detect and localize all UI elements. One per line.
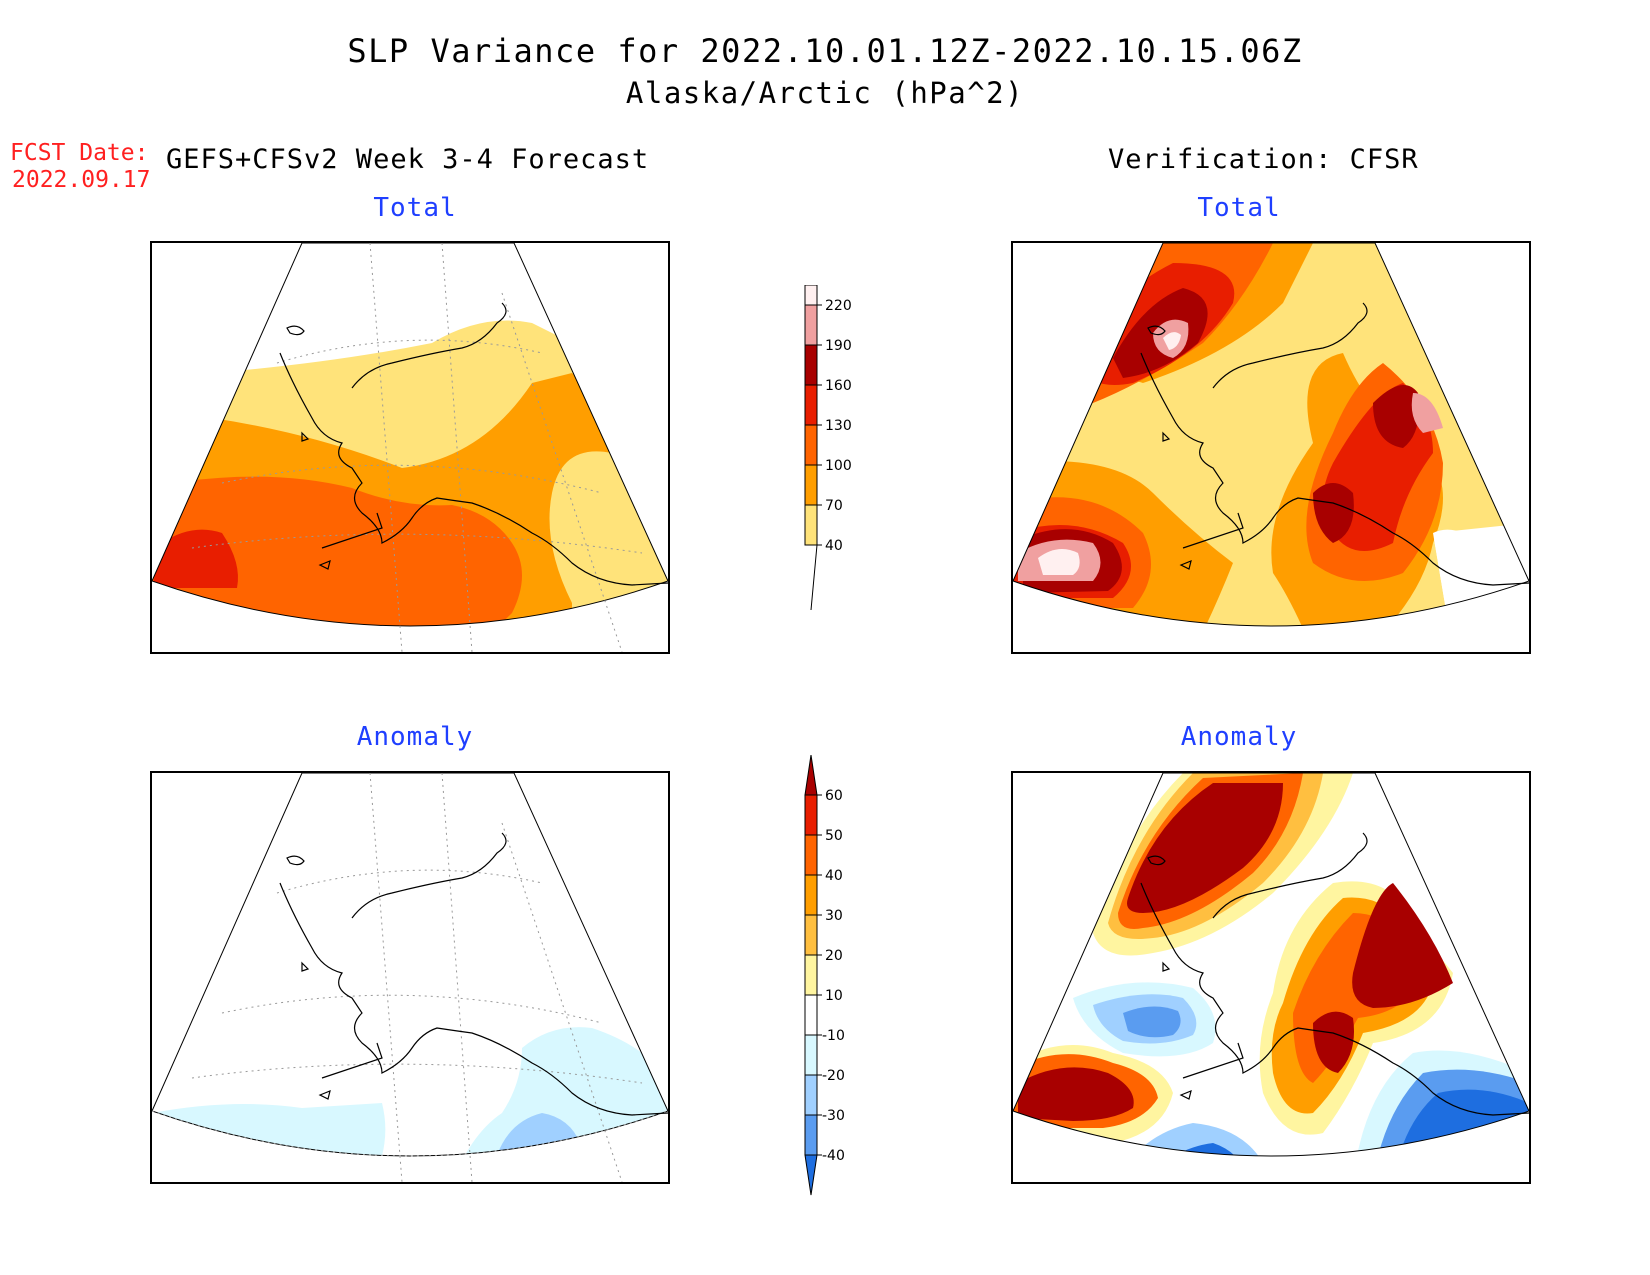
colorbar-swatch-20-30: [804, 914, 818, 956]
anomaly-above-60-region: [1127, 783, 1283, 913]
colorbar-swatch-40-50: [804, 834, 818, 876]
coastline: [1140, 302, 1529, 586]
colorbar-swatch-40-70: [804, 504, 818, 546]
colorbar-swatch-30-40: [804, 874, 818, 916]
anomaly-minus30-minus40-region: [1123, 1006, 1181, 1038]
colorbar-label-190: 190: [825, 338, 852, 354]
forecast-date-label: FCST Date:: [10, 140, 149, 166]
colorbar-upper-tip: [804, 754, 818, 796]
colorbar-label-130: 130: [825, 418, 852, 434]
colorbar-swatch-minus10-10: [804, 994, 818, 1036]
verification-column-title: Verification: CFSR: [1108, 144, 1419, 175]
map-boundary: [1013, 773, 1529, 1157]
colorbar-swatch-minus40-minus30: [804, 1114, 818, 1156]
forecast-date-value: 2022.09.17: [12, 167, 151, 193]
variance-160-190-region: [1313, 483, 1354, 543]
forecast-total-title: Total: [373, 193, 457, 223]
colorbar-label-60: 60: [825, 788, 843, 804]
map-boundary: [1013, 243, 1529, 627]
coastline: [279, 302, 668, 586]
colorbar-swatch-minus30-minus20: [804, 1074, 818, 1116]
chart-subtitle: Alaska/Arctic (hPa^2): [625, 76, 1025, 110]
colorbar-label-20: 20: [825, 948, 843, 964]
variance-above-220-region: [1163, 332, 1181, 350]
variance-above-220-region: [1038, 549, 1080, 575]
forecast-column-title: GEFS+CFSv2 Week 3-4 Forecast: [166, 144, 650, 175]
anomaly-colorbar: 60 50 40 30 20 10 -10 -20 -30 -40: [795, 754, 885, 1200]
colorbar-swatch-130-160: [804, 384, 818, 426]
colorbar-label-10: 10: [825, 988, 843, 1004]
colorbar-swatch-10-20: [804, 954, 818, 996]
forecast-anomaly-map: [150, 771, 670, 1184]
colorbar-label-100: 100: [825, 458, 852, 474]
colorbar-label-40: 40: [825, 538, 843, 554]
total-colorbar: 40 70 100 130 160 190 220: [795, 284, 885, 611]
variance-190-220-region: [1411, 393, 1443, 433]
no-data-area: [1433, 529, 1529, 626]
colorbar-label-minus40: -40: [822, 1148, 845, 1164]
coastline: [1140, 832, 1529, 1116]
colorbar-swatch-minus20-minus10: [804, 1034, 818, 1076]
verification-total-title: Total: [1197, 193, 1281, 223]
colorbar-label-minus30: -30: [822, 1108, 845, 1124]
colorbar-label-minus20: -20: [822, 1068, 845, 1084]
colorbar-label-160: 160: [825, 378, 852, 394]
colorbar-swatch-70-100: [804, 464, 818, 506]
colorbar-label-70: 70: [825, 498, 843, 514]
anomaly-above-60-region: [1313, 1011, 1354, 1073]
colorbar-swatch-above-220: [804, 284, 818, 306]
lat-lon-grid: [191, 243, 643, 652]
lat-lon-grid: [152, 773, 668, 1182]
verification-anomaly-title: Anomaly: [1180, 722, 1298, 752]
verification-anomaly-map: [1011, 771, 1531, 1184]
colorbar-swatch-50-60: [804, 794, 818, 836]
colorbar-label-220: 220: [825, 298, 852, 314]
colorbar-lower-tip: [805, 544, 818, 611]
colorbar-swatch-100-130: [804, 424, 818, 466]
colorbar-label-minus10: -10: [822, 1028, 845, 1044]
coastline: [279, 832, 668, 1116]
colorbar-lower-tip: [804, 1154, 818, 1196]
forecast-total-map: [150, 241, 670, 654]
verification-total-map: [1011, 241, 1531, 654]
colorbar-label-40: 40: [825, 868, 843, 884]
anomaly-below-minus40-region: [1143, 1143, 1248, 1156]
variance-130-160-region: [152, 529, 238, 588]
map-boundary: [152, 243, 668, 627]
forecast-anomaly-title: Anomaly: [356, 722, 474, 752]
anomaly-above-60-region: [1018, 1067, 1134, 1121]
anomaly-above-60-region: [1352, 883, 1453, 1008]
colorbar-label-50: 50: [825, 828, 843, 844]
colorbar-swatch-190-220: [804, 304, 818, 346]
colorbar-swatch-160-190: [804, 344, 818, 386]
variance-160-190-region: [1373, 385, 1419, 448]
colorbar-label-30: 30: [825, 908, 843, 924]
chart-title: SLP Variance for 2022.10.01.12Z-2022.10.…: [347, 32, 1303, 70]
